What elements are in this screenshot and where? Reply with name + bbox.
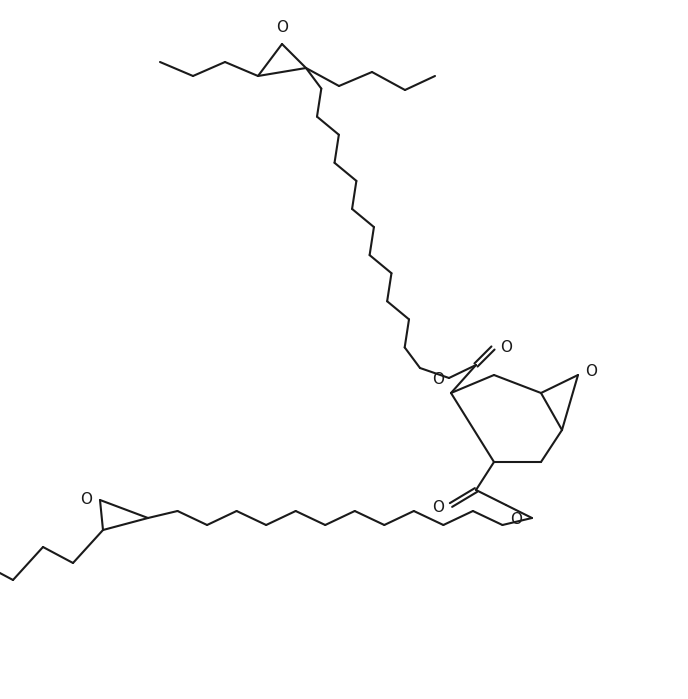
- Text: O: O: [276, 20, 288, 35]
- Text: O: O: [585, 364, 597, 380]
- Text: O: O: [500, 340, 512, 354]
- Text: O: O: [432, 373, 444, 387]
- Text: O: O: [432, 500, 444, 514]
- Text: O: O: [80, 493, 92, 507]
- Text: O: O: [510, 512, 522, 527]
